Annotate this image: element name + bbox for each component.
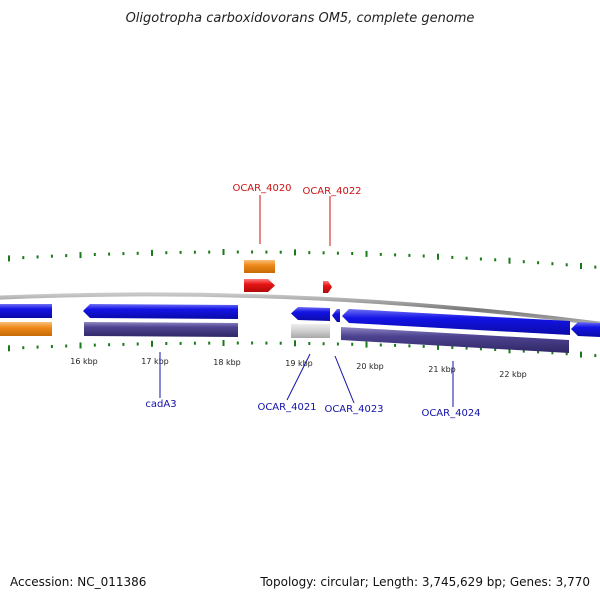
ocar-4023-gene[interactable]	[332, 309, 340, 322]
ocar-4024-gene[interactable]	[342, 309, 570, 335]
ocar-4023-leader	[334, 355, 355, 404]
ocar-4021-grey-feature[interactable]	[291, 324, 330, 338]
orange-feature-forward[interactable]	[244, 260, 275, 273]
cada3-protein-bar[interactable]	[84, 322, 238, 337]
ocar-4022-gene[interactable]	[323, 281, 332, 293]
map-title: Oligotropha carboxidovorans OM5, complet…	[126, 11, 475, 26]
blue-gene-left-edge[interactable]	[0, 304, 52, 318]
label-ocar-4022[interactable]: OCAR_4022	[302, 186, 361, 197]
ocar-4021-gene[interactable]	[291, 307, 330, 321]
cada3-gene[interactable]	[83, 304, 238, 319]
orange-feature-left-edge[interactable]	[0, 322, 52, 336]
scale-label-18kbp: 18 kbp	[213, 358, 241, 367]
ocar-4020-gene[interactable]	[244, 279, 275, 292]
label-cada3[interactable]: cadA3	[145, 399, 176, 410]
scale-label-17kbp: 17 kbp	[141, 357, 169, 366]
scale-label-19kbp: 19 kbp	[285, 359, 313, 368]
inner-tick-marks	[8, 340, 597, 358]
accession-text: Accession: NC_011386	[10, 575, 146, 589]
scale-label-20kbp: 20 kbp	[356, 362, 384, 371]
label-ocar-4023[interactable]: OCAR_4023	[324, 404, 383, 415]
scale-label-16kbp: 16 kbp	[70, 357, 98, 366]
outer-tick-marks	[8, 249, 597, 269]
genome-backbone	[0, 292, 600, 326]
scale-labels: 16 kbp 17 kbp 18 kbp 19 kbp 20 kbp 21 kb…	[70, 357, 527, 379]
blue-gene-right-edge[interactable]	[571, 322, 600, 337]
genome-summary-text: Topology: circular; Length: 3,745,629 bp…	[259, 575, 590, 589]
scale-label-22kbp: 22 kbp	[499, 370, 527, 379]
scale-label-21kbp: 21 kbp	[428, 365, 456, 374]
label-ocar-4021[interactable]: OCAR_4021	[257, 402, 316, 413]
label-leader-lines	[159, 195, 454, 407]
ocar-4021-leader	[286, 353, 311, 401]
ocar-4024-protein-bar[interactable]	[341, 327, 569, 353]
label-ocar-4020[interactable]: OCAR_4020	[232, 183, 291, 194]
label-ocar-4024[interactable]: OCAR_4024	[421, 408, 480, 419]
